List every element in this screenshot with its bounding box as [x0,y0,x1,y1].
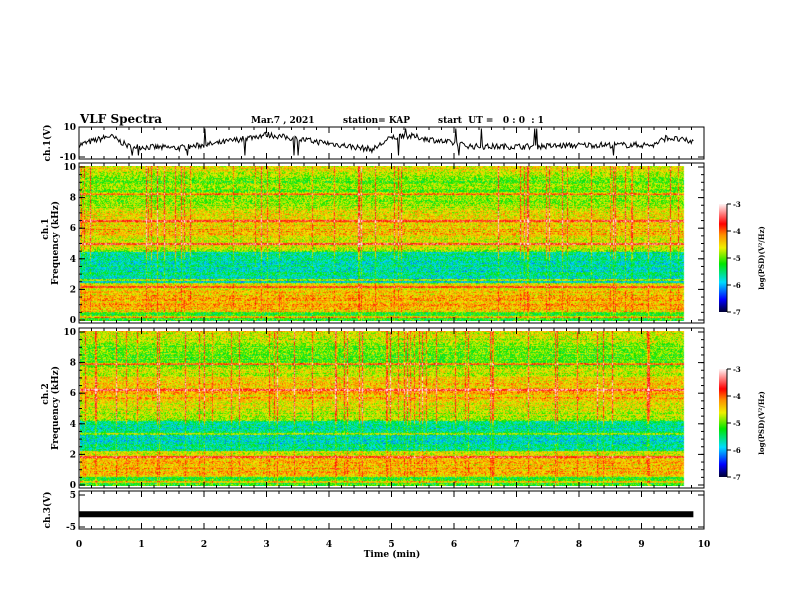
ch3-waveform-ylabel: ch.3(V) [42,492,53,529]
ch1-waveform-ylabel: ch.1(V) [42,125,53,162]
ch2-spectrogram-frame [78,327,705,489]
ch1-spectrogram-ylabel-channel: ch.1 [41,218,51,239]
ch1-spectrogram-y-tick-label: 2 [70,285,76,295]
x-tick-label: 9 [638,540,644,550]
ch1-spectrogram-y-tick-label: 0 [70,316,76,326]
ch1-waveform-line [78,128,694,156]
x-tick-label: 7 [513,540,519,550]
ch1-spectrogram-ylabel: Frequency (kHz) [50,201,61,285]
colorbar-tick-label: -4 [733,392,741,401]
colorbar-tick-label: -6 [733,281,741,290]
ch2-colorbar [719,369,727,477]
chart-date: Mar.7 , 2021 [251,116,315,126]
colorbar-tick-label: -4 [733,227,741,236]
ch2-spectrogram-y-tick-label: 8 [70,359,76,369]
ch2-spectrogram-ylabel-channel: ch.2 [41,383,51,404]
x-tick-label: 1 [138,540,144,550]
ch1-spectrogram-y-tick-label: 6 [70,224,76,234]
x-tick-label: 2 [201,540,207,550]
x-tick-label: 5 [388,540,394,550]
x-tick-label: 4 [326,540,332,550]
x-tick-label: 3 [263,540,269,550]
colorbar-tick-label: -3 [733,365,741,374]
ch2-spectrogram-heatmap [80,331,694,486]
colorbar-tick-label: -5 [733,254,741,263]
x-axis-label: Time (min) [364,549,421,560]
ch1-colorbar [719,204,727,312]
x-tick-label: 10 [698,540,711,550]
ch2-spectrogram-y-tick-label: 10 [63,328,76,338]
ch2-spectrogram-y-tick-label: 2 [70,450,76,460]
ch1-waveform-y-tick-label: -10 [60,153,76,163]
ch3-waveform-y-tick-label: -5 [66,523,76,533]
ch2-spectrogram-y-tick-label: 6 [70,389,76,399]
colorbar-tick-label: -6 [733,446,741,455]
ch2-spectrogram-y-tick-label: 4 [70,420,76,430]
ch2-spectrogram-y-tick-label: 0 [70,481,76,491]
chart-station: station= KAP [343,116,410,126]
ch1-spectrogram-y-tick-label: 10 [63,163,76,173]
colorbar-tick-label: -5 [733,419,741,428]
colorbar-label: log(PSD)(V²/Hz) [757,391,766,455]
ch1-spectrogram-y-tick-label: 8 [70,194,76,204]
colorbar-label: log(PSD)(V²/Hz) [757,226,766,290]
ch1-waveform-y-tick-label: 10 [63,123,76,133]
x-tick-label: 6 [451,540,457,550]
ch3-waveform-y-tick-label: 5 [70,491,76,501]
chart-start-ut: start UT = 0 : 0 : 1 [438,116,544,126]
colorbar-tick-label: -3 [733,200,741,209]
x-tick-label: 0 [76,540,82,550]
ch2-spectrogram-ylabel: Frequency (kHz) [50,366,61,450]
ch1-spectrogram-frame [78,162,705,324]
x-tick-label: 8 [576,540,582,550]
chart-title: VLF Spectra [79,112,162,126]
ch1-spectrogram-heatmap [80,166,694,321]
ch1-spectrogram-y-tick-label: 4 [70,255,76,265]
colorbar-tick-label: -7 [733,473,741,482]
colorbar-tick-label: -7 [733,308,741,317]
